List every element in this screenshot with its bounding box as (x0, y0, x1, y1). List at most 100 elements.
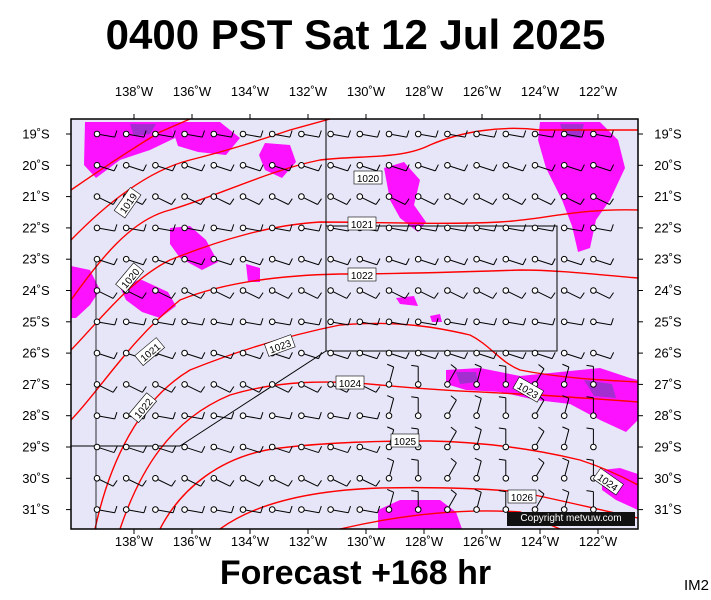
wind-barb (304, 134, 320, 138)
rain-area (170, 122, 240, 155)
wind-barb (391, 197, 406, 205)
station-dot (181, 162, 188, 169)
wind-barb-feather (230, 352, 235, 359)
lat-tick-label: 27˚S (22, 377, 50, 392)
wind-barb-feather (231, 224, 235, 232)
wind-barb-feather (318, 352, 323, 359)
isobar-label: 1020 (353, 170, 383, 185)
isobar-label: 1022 (347, 267, 377, 282)
wind-barb (508, 291, 523, 299)
wind-barb-feather (580, 352, 585, 359)
station-dot (93, 287, 101, 294)
station-dot (239, 349, 247, 357)
wind-barb (567, 321, 583, 326)
wind-barb (420, 197, 435, 205)
station-dot (327, 224, 334, 232)
wind-barb (567, 227, 583, 232)
wind-barb-feather (435, 130, 439, 138)
wind-barb-feather (171, 292, 176, 299)
isobar-label-box (353, 170, 383, 185)
wind-barb-feather (114, 130, 118, 138)
station-dot (327, 318, 334, 326)
wind-barb-feather (113, 446, 118, 453)
wind-barb-feather (406, 224, 410, 232)
wind-barb (566, 197, 581, 205)
lat-tick-label: 23˚S (22, 252, 50, 267)
wind-barb (187, 227, 203, 232)
wind-barb (303, 385, 318, 393)
lon-tick-label: 132˚W (289, 534, 328, 549)
rain-area (430, 314, 442, 322)
wind-barb-feather (288, 164, 293, 172)
wind-barb (476, 366, 482, 382)
station-dot (531, 130, 539, 138)
wind-barb-feather (538, 364, 545, 370)
station-dot (122, 224, 130, 232)
heavy-rain-area (130, 124, 156, 136)
wind-barb-feather (231, 505, 235, 513)
wind-barb-feather (143, 318, 147, 326)
wind-barb (333, 259, 348, 266)
wind-barb (99, 321, 115, 326)
wind-barb (157, 197, 172, 205)
station-dot (356, 193, 364, 200)
rain-area (71, 266, 100, 318)
wind-barb (362, 509, 378, 514)
wind-barb-feather (172, 318, 176, 326)
wind-barb-feather (387, 457, 394, 462)
wind-barb (274, 197, 289, 205)
station-dot (152, 506, 159, 513)
station-dot (473, 318, 480, 326)
wind-barb-feather (142, 164, 147, 172)
wind-barb (303, 291, 318, 299)
station-dot (93, 506, 101, 513)
station-dot (531, 162, 539, 169)
station-dot (414, 349, 422, 357)
station-dot (181, 224, 188, 232)
wind-barb-feather (552, 224, 556, 232)
wind-barb-feather (317, 198, 322, 205)
wind-barb-feather (289, 318, 293, 326)
wind-barb-feather (375, 480, 381, 487)
wind-barb-feather (289, 412, 293, 419)
station-dot (298, 412, 305, 420)
lat-tick-label: 28˚S (654, 408, 682, 423)
wind-barb (362, 321, 378, 326)
lat-tick-label: 27˚S (654, 377, 682, 392)
wind-barb-feather (405, 352, 410, 359)
station-dot (93, 412, 101, 420)
station-dot (93, 381, 101, 388)
wind-barb-feather (200, 198, 206, 205)
station-dot (414, 162, 422, 169)
station-dot (152, 130, 159, 138)
station-dot (268, 287, 276, 294)
lat-tick-label: 19˚S (654, 127, 682, 142)
station-dot (327, 255, 334, 263)
wind-barb (476, 460, 482, 476)
wind-barb (362, 447, 378, 454)
isobar-line (71, 127, 638, 301)
wind-barb (245, 447, 261, 454)
wind-barb-feather (377, 224, 381, 232)
wind-barb-feather (450, 489, 457, 495)
station-dot (298, 475, 305, 482)
station-dot (210, 287, 218, 294)
wind-barb (391, 165, 407, 172)
station-dot (181, 443, 188, 451)
wind-barb (275, 227, 291, 232)
wind-barb-feather (522, 258, 527, 265)
wind-barb-feather (523, 224, 527, 232)
wind-barb (508, 259, 524, 266)
station-dot (414, 255, 422, 263)
station-dot (327, 349, 334, 357)
wind-barb-feather (288, 258, 293, 265)
wind-barb (304, 415, 320, 420)
wind-barb (479, 227, 495, 232)
wind-barb (333, 479, 347, 487)
wind-barb (537, 259, 553, 266)
wind-barb-feather (562, 363, 570, 368)
station-dot (590, 193, 597, 200)
wind-barb (421, 134, 437, 138)
wind-barb-feather (258, 480, 264, 487)
station-dot (239, 287, 247, 294)
